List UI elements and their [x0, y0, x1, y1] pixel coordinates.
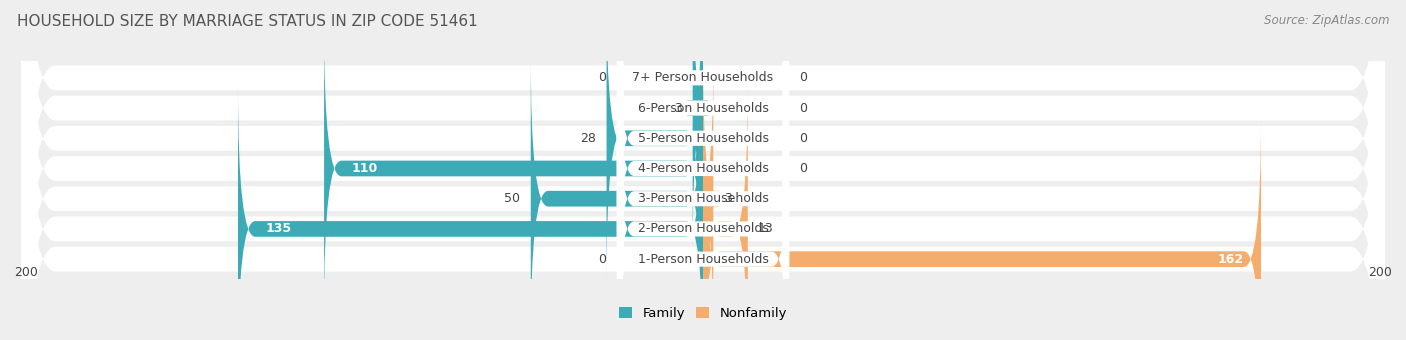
FancyBboxPatch shape — [21, 0, 1385, 340]
Text: 200: 200 — [14, 266, 38, 279]
FancyBboxPatch shape — [617, 55, 789, 340]
Text: 0: 0 — [599, 71, 606, 84]
Text: 3: 3 — [675, 102, 682, 115]
FancyBboxPatch shape — [21, 0, 1385, 340]
FancyBboxPatch shape — [696, 55, 720, 340]
Text: HOUSEHOLD SIZE BY MARRIAGE STATUS IN ZIP CODE 51461: HOUSEHOLD SIZE BY MARRIAGE STATUS IN ZIP… — [17, 14, 478, 29]
Text: 7+ Person Households: 7+ Person Households — [633, 71, 773, 84]
Text: 200: 200 — [1368, 266, 1392, 279]
FancyBboxPatch shape — [617, 0, 789, 221]
Text: 162: 162 — [1218, 253, 1244, 266]
Text: 28: 28 — [581, 132, 596, 145]
Text: 0: 0 — [599, 253, 606, 266]
Text: 5-Person Households: 5-Person Households — [637, 132, 769, 145]
FancyBboxPatch shape — [21, 0, 1385, 340]
FancyBboxPatch shape — [606, 0, 703, 282]
FancyBboxPatch shape — [617, 85, 789, 340]
Text: 110: 110 — [352, 162, 378, 175]
FancyBboxPatch shape — [21, 0, 1385, 340]
FancyBboxPatch shape — [531, 55, 703, 340]
Legend: Family, Nonfamily: Family, Nonfamily — [619, 307, 787, 320]
Text: 6-Person Households: 6-Person Households — [637, 102, 769, 115]
Text: 3: 3 — [724, 192, 731, 205]
FancyBboxPatch shape — [21, 0, 1385, 340]
FancyBboxPatch shape — [323, 25, 703, 312]
FancyBboxPatch shape — [617, 116, 789, 340]
FancyBboxPatch shape — [617, 0, 789, 252]
Text: 0: 0 — [800, 162, 807, 175]
Text: 3-Person Households: 3-Person Households — [637, 192, 769, 205]
Text: 1-Person Households: 1-Person Households — [637, 253, 769, 266]
Text: 50: 50 — [505, 192, 520, 205]
FancyBboxPatch shape — [617, 0, 789, 282]
FancyBboxPatch shape — [21, 0, 1385, 340]
FancyBboxPatch shape — [686, 0, 710, 251]
Text: 0: 0 — [800, 71, 807, 84]
FancyBboxPatch shape — [617, 25, 789, 312]
FancyBboxPatch shape — [238, 86, 703, 340]
Text: 2-Person Households: 2-Person Households — [637, 222, 769, 235]
Text: 135: 135 — [266, 222, 291, 235]
FancyBboxPatch shape — [703, 86, 748, 340]
Text: 0: 0 — [800, 132, 807, 145]
Text: 13: 13 — [758, 222, 773, 235]
FancyBboxPatch shape — [703, 116, 1261, 340]
FancyBboxPatch shape — [21, 0, 1385, 340]
Text: 4-Person Households: 4-Person Households — [637, 162, 769, 175]
Text: Source: ZipAtlas.com: Source: ZipAtlas.com — [1264, 14, 1389, 27]
Text: 0: 0 — [800, 102, 807, 115]
